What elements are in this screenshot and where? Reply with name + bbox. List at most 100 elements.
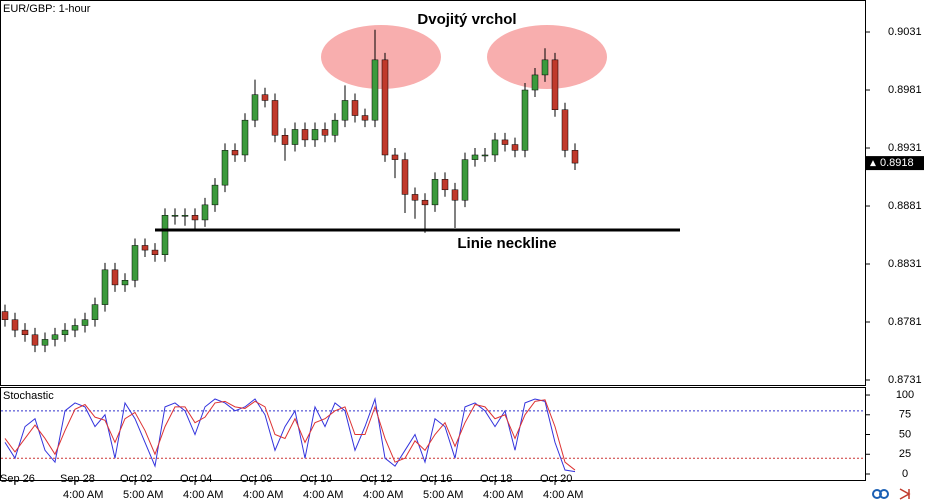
stochastic-line bbox=[4, 399, 576, 471]
candle-body bbox=[251, 94, 259, 121]
candle-body bbox=[181, 215, 189, 217]
y-tick-label: 0.8831 bbox=[888, 258, 922, 270]
highlight-top bbox=[321, 25, 441, 89]
candle-body bbox=[171, 215, 179, 217]
candle-body bbox=[191, 215, 199, 221]
candle-body bbox=[511, 144, 519, 151]
x-tick-label: 4:00 AM bbox=[243, 489, 283, 501]
x-tick-label: 4:00 AM bbox=[483, 489, 523, 501]
candle-body bbox=[61, 329, 69, 336]
x-tick-label: Oct 10 bbox=[300, 473, 332, 485]
candle-body bbox=[491, 139, 499, 156]
candle-body bbox=[411, 194, 419, 201]
candle-body bbox=[221, 150, 229, 186]
candle-body bbox=[431, 179, 439, 206]
candle-body bbox=[71, 325, 79, 331]
candle-body bbox=[331, 119, 339, 136]
candle-body bbox=[11, 319, 19, 331]
candle-body bbox=[551, 59, 559, 110]
price-marker: 0.8918 bbox=[880, 157, 914, 169]
x-tick-label: Sep 28 bbox=[60, 473, 95, 485]
price-panel bbox=[0, 0, 866, 386]
candle-body bbox=[131, 245, 139, 281]
candle-body bbox=[391, 154, 399, 160]
y-tick-label: 0.8781 bbox=[888, 316, 922, 328]
candle-body bbox=[271, 100, 279, 136]
candle-body bbox=[531, 74, 539, 91]
x-tick-label: 5:00 AM bbox=[123, 489, 163, 501]
x-tick-label: Oct 02 bbox=[120, 473, 152, 485]
icons bbox=[872, 488, 911, 500]
x-tick-label: Sep 26 bbox=[0, 473, 35, 485]
x-tick-label: 4:00 AM bbox=[63, 489, 103, 501]
x-tick-label: Oct 20 bbox=[540, 473, 572, 485]
highlight-top bbox=[487, 25, 607, 89]
candle-body bbox=[281, 135, 289, 145]
candle-body bbox=[161, 215, 169, 255]
candle-body bbox=[351, 100, 359, 116]
panel-title: Stochastic bbox=[3, 390, 54, 402]
candle-body bbox=[341, 100, 349, 121]
candle-body bbox=[261, 94, 269, 101]
candle-body bbox=[231, 150, 239, 156]
candle-body bbox=[421, 199, 429, 206]
price-marker-arrow bbox=[870, 160, 876, 167]
candle-body bbox=[51, 334, 59, 340]
x-tick-label: Oct 18 bbox=[480, 473, 512, 485]
y-tick-label: 0.8981 bbox=[888, 84, 922, 96]
candle-body bbox=[571, 150, 579, 164]
stochastic-panel bbox=[0, 387, 866, 481]
stochastic-line bbox=[4, 397, 576, 473]
candle-body bbox=[501, 139, 509, 145]
title-bg bbox=[1, 388, 58, 403]
candle-body bbox=[471, 154, 479, 160]
y-tick-label: 50 bbox=[899, 428, 911, 440]
price-marker-bg bbox=[866, 156, 924, 171]
candle-body bbox=[21, 329, 29, 336]
candle-body bbox=[441, 179, 449, 191]
title-bg bbox=[1, 1, 96, 16]
candle-body bbox=[41, 339, 49, 346]
y-tick-label: 25 bbox=[899, 448, 911, 460]
candle-body bbox=[291, 129, 299, 145]
y-tick-label: 100 bbox=[896, 389, 914, 401]
x-tick-label: 4:00 AM bbox=[543, 489, 583, 501]
x-tick-label: 5:00 AM bbox=[423, 489, 463, 501]
candle-body bbox=[381, 59, 389, 156]
candle-body bbox=[91, 304, 99, 320]
candle-body bbox=[561, 109, 569, 151]
chart-title: EUR/GBP: 1-hour bbox=[3, 3, 91, 15]
candle-body bbox=[461, 159, 469, 201]
candle-body bbox=[361, 115, 369, 121]
candle-body bbox=[141, 245, 149, 251]
candle-body bbox=[151, 249, 159, 255]
x-tick-label: 4:00 AM bbox=[363, 489, 403, 501]
candle-body bbox=[31, 334, 39, 346]
annotation: Linie neckline bbox=[457, 235, 556, 252]
candle-body bbox=[211, 184, 219, 206]
y-tick-label: 0.8731 bbox=[888, 374, 922, 386]
candle-body bbox=[311, 129, 319, 141]
annotation: Dvojitý vrchol bbox=[417, 11, 516, 28]
candle-body bbox=[521, 89, 529, 151]
x-tick-label: 4:00 AM bbox=[183, 489, 223, 501]
y-tick-label: 0.9031 bbox=[888, 26, 922, 38]
candle-body bbox=[301, 129, 309, 141]
candle-body bbox=[121, 280, 129, 286]
x-tick-label: Oct 06 bbox=[240, 473, 272, 485]
candle-body bbox=[321, 129, 329, 136]
candle-body bbox=[101, 269, 109, 305]
candle-body bbox=[451, 189, 459, 201]
candle-body bbox=[1, 311, 9, 320]
x-tick-label: Oct 16 bbox=[420, 473, 452, 485]
y-tick-label: 0 bbox=[902, 468, 908, 480]
y-tick-label: 0.8881 bbox=[888, 200, 922, 212]
candle-body bbox=[81, 319, 89, 326]
candle-body bbox=[481, 154, 489, 157]
y-tick-label: 75 bbox=[899, 409, 911, 421]
candle-body bbox=[241, 119, 249, 156]
x-tick-label: 4:00 AM bbox=[303, 489, 343, 501]
candle-body bbox=[111, 269, 119, 286]
x-tick-label: Oct 12 bbox=[360, 473, 392, 485]
